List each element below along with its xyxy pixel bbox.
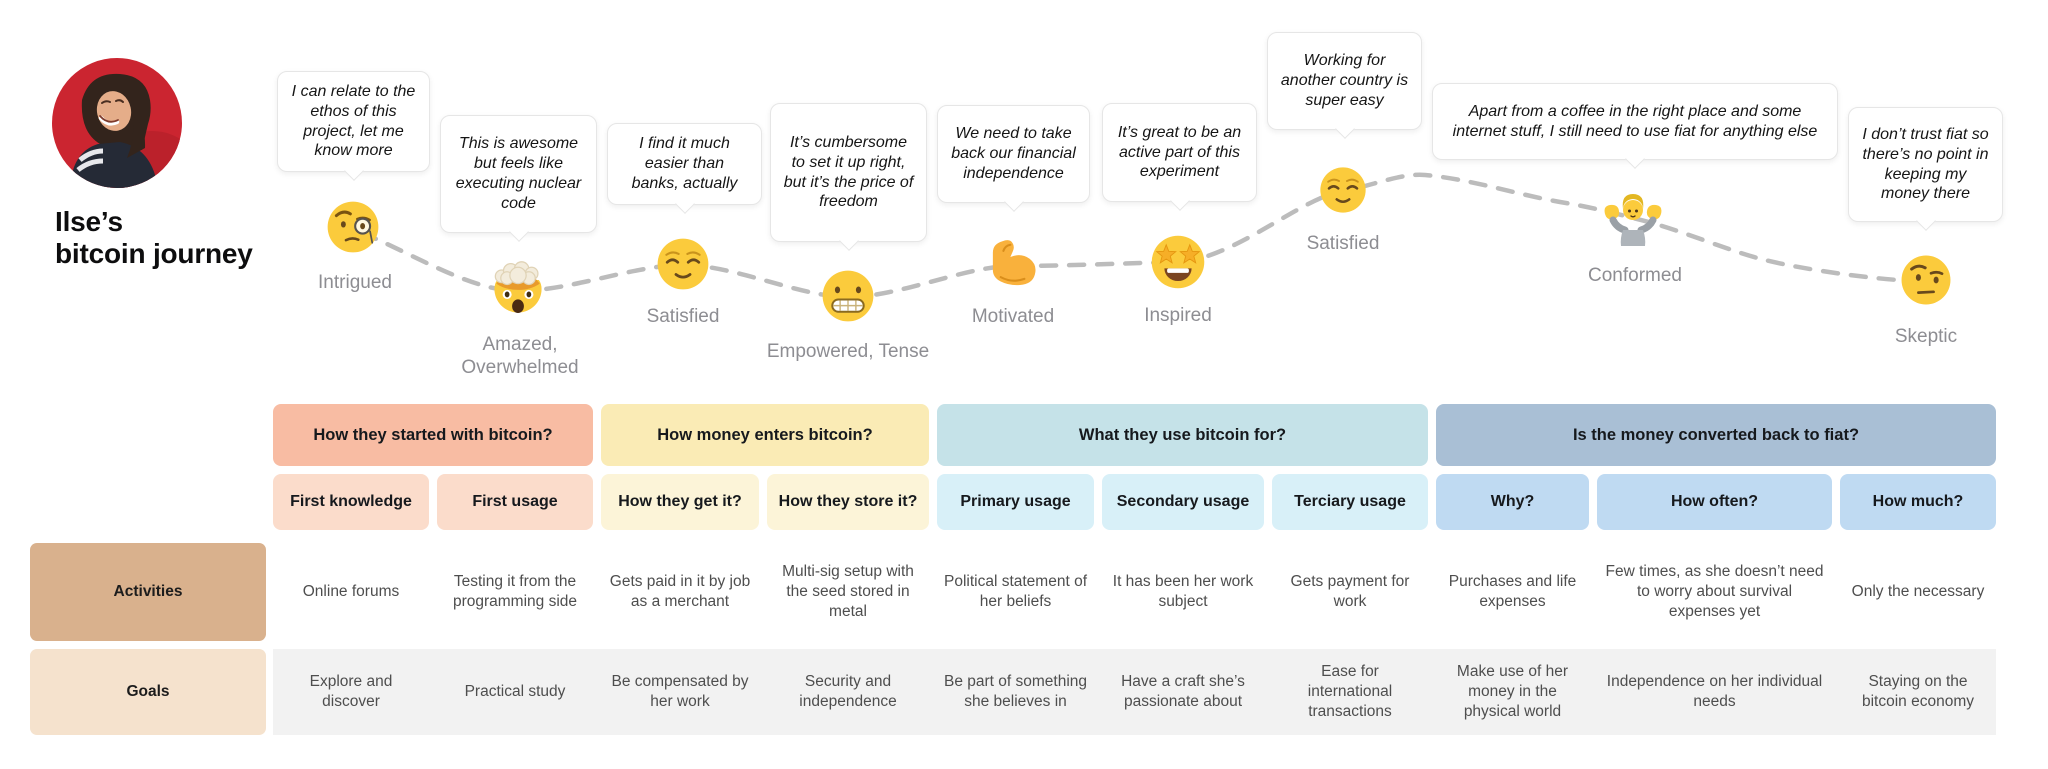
emotion-label: Amazed, Overwhelmed [461,334,579,378]
activity-cell: Political statement of her beliefs [943,572,1087,610]
activity-cell: Online forums [302,582,400,600]
goal-cell: Independence on her individual needs [1606,672,1823,710]
phase-header: What they use bitcoin for? [937,404,1428,466]
emotion-label: Satisfied [646,306,720,327]
quote-text: Working for another country is super eas… [1280,52,1409,109]
emotion-label: Conformed [1588,265,1682,286]
quote-bubble: Working for another country is super eas… [1267,32,1422,130]
star-struck-face-icon [1149,233,1207,291]
activity-cell: Few times, as she doesn’t need to worry … [1605,562,1824,621]
quote-bubble: This is awesome but feels like executing… [440,115,597,233]
activity-cell: Multi-sig setup with the seed stored in … [782,562,914,621]
column-header: How much? [1840,474,1996,530]
quote-text: Apart from a coffee in the right place a… [1452,102,1818,140]
goal-cell: Make use of her money in the physical wo… [1456,662,1569,721]
goal-cell: Security and independence [799,672,897,710]
persona-avatar [52,58,182,188]
goal-cell: Ease for international transactions [1307,662,1393,721]
goals-row-label: Goals [30,649,266,735]
activities-row-label: Activities [30,543,266,641]
emotion-label: Skeptic [1894,326,1958,347]
relieved-face-icon [1318,165,1368,215]
activity-cell: Only the necessary [1851,582,1985,600]
quote-bubble: It’s cumbersome to set it up right, but … [770,103,927,242]
activities-row: Online forums Testing it from the progra… [273,543,1996,641]
quote-bubble: I don’t trust fiat so there’s no point i… [1848,107,2003,222]
goals-row: Explore and discover Practical study Be … [273,649,1996,735]
flexed-biceps-icon [985,236,1041,292]
quote-text: We need to take back our financial indep… [951,125,1076,182]
quote-text: It’s cumbersome to set it up right, but … [783,133,914,211]
column-header: First usage [437,474,593,530]
goal-cell: Staying on the bitcoin economy [1861,672,1974,710]
phase-header-row: How they started with bitcoin? How money… [273,404,1996,466]
goal-cell: Practical study [464,682,566,700]
face-with-raised-eyebrow-icon [1899,253,1953,307]
activity-cell: Gets payment for work [1290,572,1410,610]
phase-header: How money enters bitcoin? [601,404,929,466]
goal-cell: Have a craft she’s passionate about [1121,672,1245,710]
column-header: Primary usage [937,474,1094,530]
phase-header: How they started with bitcoin? [273,404,593,466]
activity-cell: Gets paid in it by job as a merchant [609,572,751,610]
emotion-label: Motivated [971,306,1055,327]
person-shrugging-icon [1601,186,1665,250]
emotion-label: Empowered, Tense [766,341,930,362]
emotion-label: Satisfied [1306,233,1380,254]
emotion-label: Inspired [1144,305,1212,326]
column-header: Terciary usage [1272,474,1428,530]
column-header: How they store it? [767,474,929,530]
page-title-line2: bitcoin journey [55,237,253,269]
column-header-row: First knowledge First usage How they get… [273,474,1996,530]
page-title: Ilse’s bitcoin journey [55,206,253,269]
page-title-line1: Ilse’s [55,206,123,237]
activity-cell: It has been her work subject [1112,572,1254,610]
phase-header: Is the money converted back to fiat? [1436,404,1996,466]
column-header: First knowledge [273,474,429,530]
quote-text: I don’t trust fiat so there’s no point i… [1862,125,1989,203]
grimacing-face-icon [820,268,876,324]
quote-text: It’s great to be an active part of this … [1117,123,1242,181]
column-header: Secondary usage [1102,474,1264,530]
goal-cell: Be compensated by her work [611,672,749,710]
exploding-head-icon [489,260,547,318]
quote-bubble: Apart from a coffee in the right place a… [1432,83,1838,160]
column-header: Why? [1436,474,1589,530]
activity-cell: Purchases and life expenses [1448,572,1577,610]
quote-bubble: I find it much easier than banks, actual… [607,123,762,205]
relieved-face-icon [655,236,711,292]
quote-text: I can relate to the ethos of this projec… [291,82,416,160]
quote-bubble: It’s great to be an active part of this … [1102,103,1257,202]
goal-cell: Explore and discover [309,672,393,710]
activity-cell: Testing it from the programming side [452,572,578,610]
quote-bubble: We need to take back our financial indep… [937,105,1090,203]
column-header: How they get it? [601,474,759,530]
quote-text: This is awesome but feels like executing… [455,135,582,212]
face-with-monocle-icon [325,199,381,255]
column-header: How often? [1597,474,1832,530]
emotion-label: Intrigued [318,272,392,293]
quote-bubble: I can relate to the ethos of this projec… [277,71,430,172]
goal-cell: Be part of something she believes in [943,672,1088,710]
quote-text: I find it much easier than banks, actual… [631,135,738,192]
